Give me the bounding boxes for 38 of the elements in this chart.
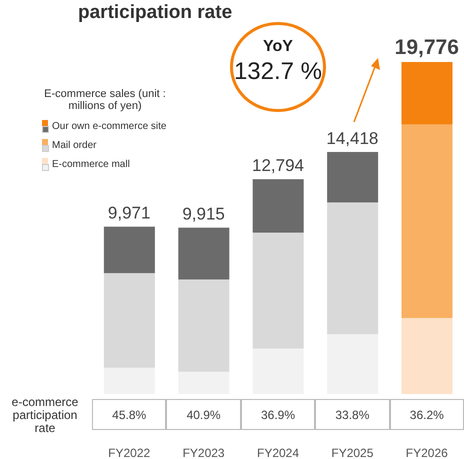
bar [252, 179, 304, 233]
text: 33.8% [315, 399, 390, 430]
bar [178, 372, 230, 394]
bar [178, 228, 230, 280]
annotation: 9,971 [108, 204, 150, 223]
bar [402, 62, 453, 124]
bar [178, 279, 230, 372]
bar [104, 273, 155, 368]
text: YoY [262, 38, 294, 56]
bar [104, 368, 155, 394]
text: 45.8% [92, 399, 166, 430]
legend-title: E-commerce sales (unit : millions of yen) [43, 88, 167, 112]
x-tick-label: FY2023 [182, 446, 225, 459]
bar [402, 124, 453, 318]
bar [327, 202, 378, 334]
annotation: 19,776 [394, 36, 459, 59]
annotation: 132.7 % [232, 58, 324, 86]
text: 40.9% [166, 399, 241, 430]
bar [327, 152, 378, 202]
bar [252, 232, 304, 349]
annotation: 9,915 [182, 204, 225, 224]
bar [327, 334, 378, 394]
x-tick-label: FY2026 [406, 446, 448, 459]
legend-label: E-commerce mall [52, 159, 130, 170]
text: 36.9% [240, 399, 316, 430]
bar [402, 318, 453, 394]
annotation: 14,418 [326, 128, 378, 148]
x-tick-label: FY2022 [108, 446, 151, 459]
chart-title: participation rate [78, 2, 232, 24]
bar [104, 226, 155, 274]
text: 36.2% [390, 399, 464, 430]
text: e-commerce participation rate [10, 395, 80, 435]
legend-label: Mail order [52, 140, 96, 151]
bar [252, 348, 304, 394]
annotation: 12,794 [252, 156, 304, 176]
x-tick-label: FY2024 [256, 446, 300, 459]
x-tick-label: FY2025 [331, 446, 374, 459]
legend-label: Our own e-commerce site [52, 121, 166, 132]
